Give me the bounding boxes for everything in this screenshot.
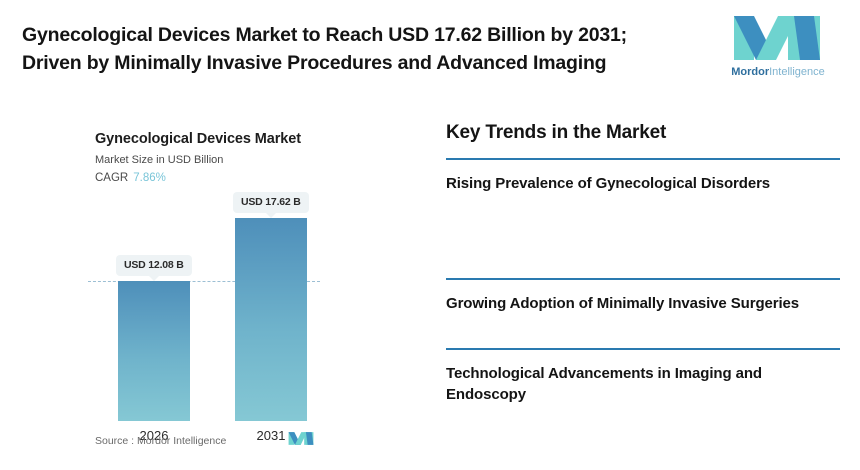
source-name: Mordor Intelligence bbox=[137, 435, 227, 447]
trend-text-1: Rising Prevalence of Gynecological Disor… bbox=[446, 175, 771, 192]
key-trends-panel: Key Trends in the Market Rising Prevalen… bbox=[440, 100, 840, 470]
source-attribution: Source : Mordor Intelligence bbox=[95, 435, 226, 447]
bar-2026 bbox=[118, 281, 190, 421]
chart-subtitle: Market Size in USD Billion bbox=[95, 154, 224, 166]
source-label: Source : bbox=[95, 435, 135, 447]
chart-panel: Gynecological Devices Market Market Size… bbox=[0, 100, 420, 470]
page-title: Gynecological Devices Market to Reach US… bbox=[22, 22, 702, 77]
bar-label-2026: USD 12.08 B bbox=[116, 255, 192, 281]
x-tick-2026: 2026 bbox=[139, 428, 169, 443]
chart-title: Gynecological Devices Market bbox=[95, 131, 301, 147]
trend-item-1: Rising Prevalence of Gynecological Disor… bbox=[446, 158, 840, 194]
x-tick-2031: 2031 bbox=[256, 428, 286, 443]
cagr-row: CAGR 7.86% bbox=[95, 172, 166, 184]
brand-logo: MordorIntelligence bbox=[722, 14, 834, 86]
logo-word-intelligence: Intelligence bbox=[769, 66, 825, 78]
key-trends-heading: Key Trends in the Market bbox=[446, 122, 667, 143]
cagr-label: CAGR bbox=[95, 172, 129, 184]
headline-line-1: Gynecological Devices Market to Reach US… bbox=[22, 24, 627, 46]
cagr-value: 7.86% bbox=[133, 172, 166, 184]
logo-wordmark: MordorIntelligence bbox=[722, 66, 834, 78]
headline-line-2: Driven by Minimally Invasive Procedures … bbox=[22, 51, 607, 74]
trend-text-3: Technological Advancements in Imaging an… bbox=[446, 365, 762, 404]
trend-item-2: Growing Adoption of Minimally Invasive S… bbox=[446, 278, 840, 314]
bar-label-2031: USD 17.62 B bbox=[233, 192, 309, 218]
trend-divider-3 bbox=[446, 348, 840, 350]
logo-word-mordor: Mordor bbox=[731, 66, 770, 78]
source-mordor-logo-icon bbox=[288, 432, 314, 445]
bar-2031 bbox=[235, 218, 307, 421]
gridline-12-08 bbox=[88, 281, 320, 282]
trend-divider-1 bbox=[446, 158, 840, 160]
mordor-m-i-logo-icon bbox=[734, 16, 820, 60]
header: Gynecological Devices Market to Reach US… bbox=[0, 0, 860, 100]
bar-chart-plot: USD 12.08 B 2026 USD 17.62 B 2031 bbox=[0, 100, 420, 470]
trend-text-2: Growing Adoption of Minimally Invasive S… bbox=[446, 295, 800, 312]
trend-item-3: Technological Advancements in Imaging an… bbox=[446, 348, 840, 406]
trend-divider-2 bbox=[446, 278, 840, 280]
